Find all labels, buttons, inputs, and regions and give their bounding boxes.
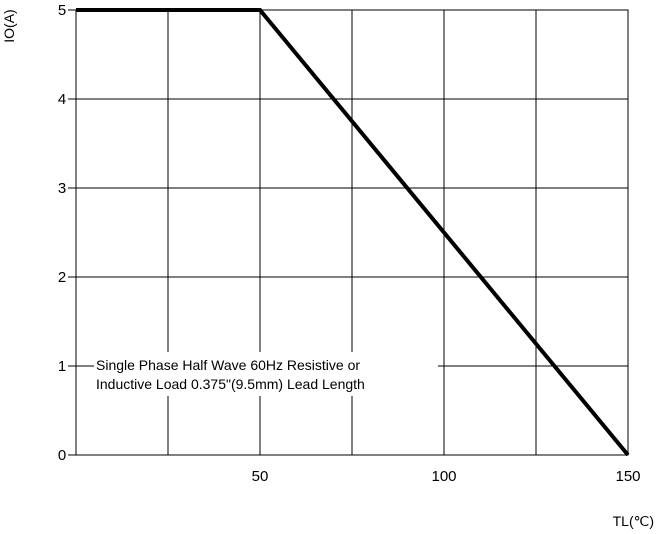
y-tick-label: 3 — [58, 180, 66, 197]
x-tick-labels: 50 100 150 — [252, 468, 641, 485]
x-tick-label: 100 — [431, 468, 456, 485]
plot-border — [75, 9, 629, 456]
annotation-background — [94, 352, 438, 396]
y-tick-label: 2 — [58, 269, 66, 286]
series-group — [76, 8, 630, 457]
y-tick-label: 4 — [58, 91, 66, 108]
annotation-line-1: Single Phase Half Wave 60Hz Resistive or — [96, 357, 360, 373]
x-tick-label: 50 — [252, 468, 269, 485]
annotation: Single Phase Half Wave 60Hz Resistive or… — [94, 352, 438, 396]
y-tick-label: 5 — [58, 2, 66, 19]
y-axis-title: IO(A) — [1, 9, 17, 42]
x-axis-title: TL(℃) — [613, 513, 654, 529]
y-tick-labels: 0 1 2 3 4 5 — [58, 2, 76, 464]
series-line-0 — [76, 8, 630, 457]
plot-frame — [75, 9, 629, 456]
y-tick-label: 0 — [58, 447, 66, 464]
x-tick-label: 150 — [615, 468, 640, 485]
annotation-line-2: Inductive Load 0.375"(9.5mm) Lead Length — [96, 376, 365, 392]
y-tick-label: 1 — [58, 358, 66, 375]
